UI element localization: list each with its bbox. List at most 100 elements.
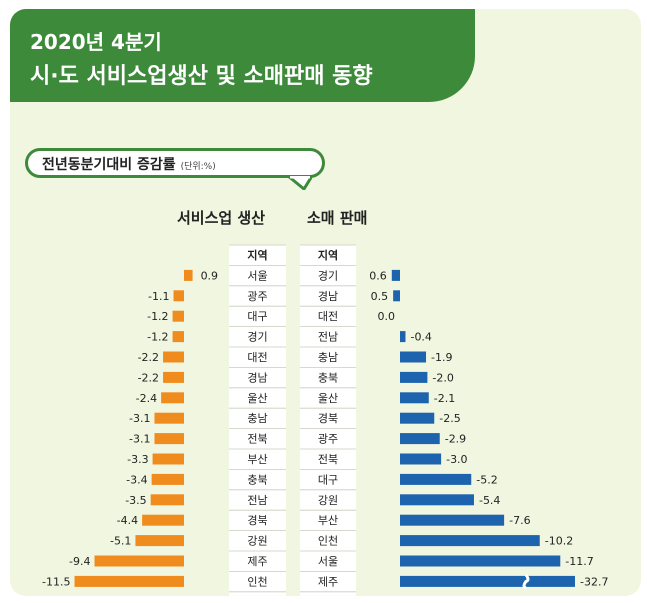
retail-value-label: -10.2 [545, 535, 573, 548]
retail-value-label: -2.1 [434, 392, 455, 405]
retail-bar [400, 392, 429, 404]
region-label: 경남 [318, 290, 338, 303]
service-value-label: -3.4 [126, 473, 147, 486]
region-header: 지역 [318, 248, 338, 262]
retail-bar [400, 351, 427, 363]
service-value-label: -1.2 [147, 331, 168, 344]
region-label: 광주 [318, 433, 338, 446]
service-value-label: -2.4 [136, 392, 157, 405]
retail-bar [391, 269, 400, 281]
region-label: 전남 [318, 331, 338, 344]
region-label: 울산 [318, 392, 338, 405]
title-line2: 시·도 서비스업생산 및 소매판매 동향 [30, 64, 373, 89]
region-label: 서울 [318, 555, 338, 568]
service-value-label: -5.1 [110, 535, 131, 548]
region-label: 부산 [318, 514, 338, 527]
region-label: 제주 [318, 575, 338, 588]
bubble-tail [288, 176, 312, 190]
service-bar [151, 473, 184, 485]
retail-value-label: 0.5 [371, 290, 389, 303]
retail-value-label: -2.5 [439, 412, 460, 425]
service-bar [154, 433, 184, 445]
service-bar [142, 514, 184, 526]
service-value-label: -3.3 [127, 453, 148, 466]
service-value-label: -1.1 [148, 290, 169, 303]
region-label: 충북 [318, 371, 338, 384]
retail-bar [400, 555, 561, 567]
service-bar [161, 392, 184, 404]
region-label: 광주 [247, 290, 267, 303]
subtitle: 전년동분기대비 증감률 (단위:%) [42, 154, 216, 174]
region-label: 충남 [318, 351, 338, 364]
region-label: 인천 [247, 574, 267, 588]
region-label: 대전 [318, 310, 338, 323]
retail-bar [400, 535, 540, 547]
service-value-label: -3.1 [129, 412, 150, 425]
retail-value-label: -32.7 [580, 575, 608, 588]
region-label: 대전 [247, 351, 267, 364]
region-label: 강원 [247, 535, 267, 548]
region-label: 경북 [247, 514, 267, 527]
service-bar [173, 290, 184, 302]
retail-bar [400, 453, 442, 465]
retail-value-label: -1.9 [431, 351, 452, 364]
retail-value-label: -7.6 [509, 514, 530, 527]
service-bar [163, 371, 184, 383]
subtitle-unit: (단위:%) [180, 162, 216, 172]
header-banner [10, 9, 475, 102]
service-value-label: -4.4 [117, 514, 138, 527]
region-label: 경기 [247, 331, 267, 344]
region-label: 전북 [247, 433, 267, 446]
retail-value-label: 0.6 [369, 269, 387, 282]
region-label: 인천 [318, 534, 338, 548]
retail-bar [400, 473, 472, 485]
service-value-label: 0.9 [201, 269, 219, 282]
region-header: 지역 [247, 248, 267, 262]
subtitle-text: 전년동분기대비 증감률 [42, 157, 176, 173]
retail-value-label: -11.7 [565, 555, 593, 568]
region-label: 충남 [247, 412, 267, 425]
service-bar [172, 331, 184, 343]
retail-bar [393, 290, 400, 302]
region-column-box [300, 245, 356, 596]
region-label: 강원 [318, 494, 338, 507]
retail-chart-title: 소매 판매 [307, 209, 368, 227]
service-bar [94, 555, 184, 567]
retail-bar [400, 433, 440, 445]
retail-value-label: -2.9 [445, 433, 466, 446]
retail-bar [400, 514, 505, 526]
retail-bar [400, 412, 435, 424]
region-label: 전북 [318, 453, 338, 466]
axis-break-mark [522, 574, 530, 590]
service-value-label: -11.5 [42, 575, 70, 588]
service-bar [163, 351, 184, 363]
service-chart-title: 서비스업 생산 [177, 209, 266, 227]
retail-bar [400, 371, 428, 383]
retail-value-label: 0.0 [378, 310, 396, 323]
service-bar [135, 535, 184, 547]
service-value-label: -3.1 [129, 433, 150, 446]
service-value-label: -2.2 [138, 371, 159, 384]
retail-bar [400, 494, 474, 506]
retail-bar [400, 575, 575, 587]
region-label: 울산 [247, 392, 267, 405]
region-label: 경남 [247, 371, 267, 384]
service-bar [172, 310, 184, 322]
region-label: 서울 [247, 269, 267, 282]
title-line1: 2020년 4분기 [30, 30, 162, 54]
region-label: 부산 [247, 453, 267, 466]
retail-value-label: -3.0 [446, 453, 467, 466]
retail-value-label: -5.2 [476, 473, 497, 486]
retail-value-label: -2.0 [432, 371, 453, 384]
retail-value-label: -5.4 [479, 494, 500, 507]
service-bar [150, 494, 184, 506]
region-label: 제주 [247, 555, 267, 568]
service-value-label: -1.2 [147, 310, 168, 323]
service-value-label: -3.5 [125, 494, 146, 507]
region-label: 경북 [318, 412, 338, 425]
retail-bar [400, 331, 406, 343]
subtitle-bubble [25, 148, 325, 178]
region-label: 충북 [247, 473, 267, 486]
retail-value-label: -0.4 [410, 331, 431, 344]
